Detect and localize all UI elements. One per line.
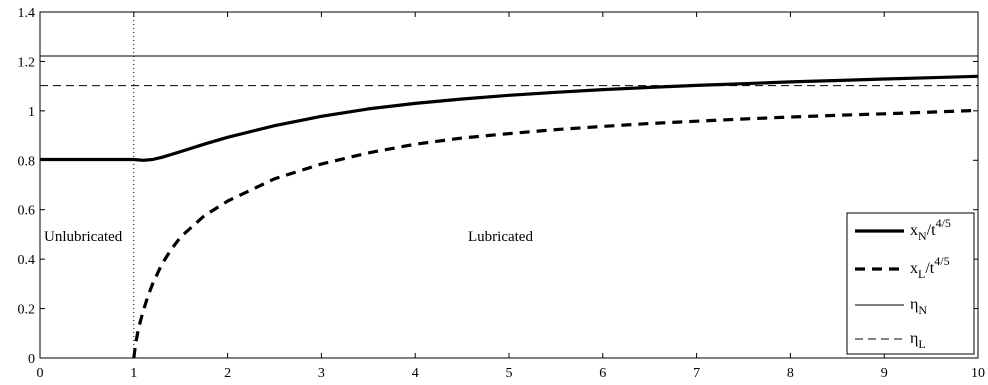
x-tick-label: 2: [224, 366, 231, 381]
x-tick-label: 7: [693, 366, 700, 381]
legend-box: [846, 212, 975, 355]
x-tick-label: 4: [412, 366, 419, 381]
y-tick-label: 0.2: [18, 303, 36, 318]
plot-area: [39, 11, 979, 359]
x-tick-label: 3: [318, 366, 325, 381]
x-tick-label: 6: [599, 366, 606, 381]
x-tick-label: 8: [787, 366, 794, 381]
legend: xN/t4/5 xL/t4/5 ηN ηL: [846, 212, 975, 355]
annotation-unlubricated: Unlubricated: [44, 229, 123, 245]
axis-ticks: 0 1 2 3 4 5 6 7 8 9 10 0 0.2 0.4 0.6 0.8 1 1.2 1.4: [18, 6, 986, 381]
data-series: [40, 55, 979, 359]
y-tick-label: 1: [28, 105, 35, 120]
legend-label: ηL: [910, 330, 926, 351]
y-tick-label: 0.8: [18, 154, 36, 169]
x-tick-label: 0: [37, 366, 44, 381]
y-tick-label: 0: [28, 352, 35, 367]
annotation-lubricated: Lubricated: [468, 229, 533, 245]
legend-label: xN/t4/5: [910, 216, 951, 243]
y-tick-label: 1.2: [18, 55, 36, 70]
series-line-1: [132, 108, 979, 359]
y-tick-label: 1.4: [18, 6, 36, 21]
series-line-0: [40, 74, 979, 162]
legend-label: xL/t4/5: [910, 254, 950, 281]
x-tick-label: 5: [506, 366, 513, 381]
y-tick-label: 0.6: [18, 204, 36, 219]
y-tick-label: 0.4: [18, 253, 36, 268]
x-tick-label: 1: [130, 366, 137, 381]
x-tick-label: 9: [881, 366, 888, 381]
legend-label: ηN: [910, 296, 927, 317]
x-tick-label: 10: [971, 366, 985, 381]
